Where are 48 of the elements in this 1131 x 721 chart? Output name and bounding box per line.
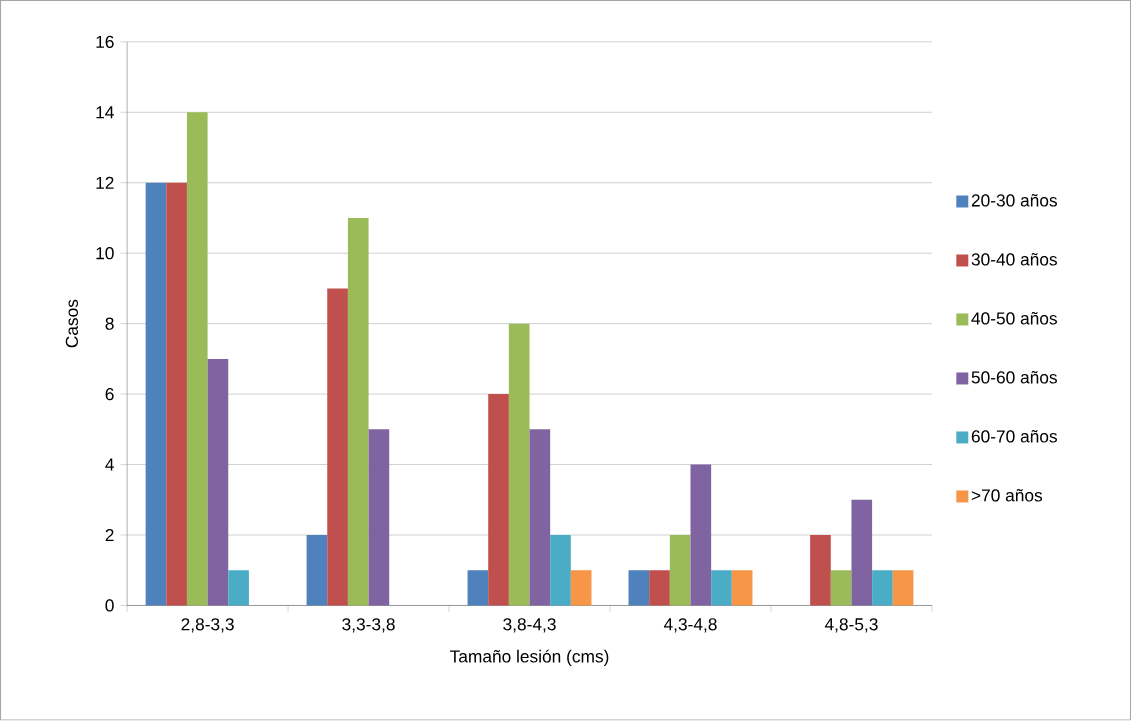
- x-tick-label: 3,3-3,8: [342, 618, 395, 633]
- legend-label: 60-70 años: [971, 430, 1057, 443]
- legend-label: 40-50 años: [971, 312, 1057, 325]
- legend-label: 30-40 años: [971, 253, 1057, 266]
- bar: [529, 429, 551, 606]
- bar: [810, 535, 831, 606]
- bar: [649, 570, 670, 606]
- bar: [186, 112, 208, 606]
- x-tick-label: 4,3-4,8: [663, 618, 717, 633]
- y-tick-label: 10: [96, 247, 114, 260]
- y-tick-label: 6: [105, 388, 114, 401]
- bar: [347, 218, 369, 606]
- legend-label: 20-30 años: [971, 194, 1057, 207]
- bar: [830, 570, 852, 606]
- bar: [570, 570, 592, 606]
- y-tick-label: 4: [105, 458, 114, 471]
- bar: [368, 429, 390, 606]
- legend-label: 50-60 años: [971, 371, 1057, 384]
- y-tick-label: 2: [105, 529, 114, 542]
- bar: [628, 570, 650, 606]
- bar: [488, 394, 509, 606]
- bar: [550, 535, 571, 606]
- bar: [690, 464, 712, 606]
- bar: [207, 359, 229, 606]
- bar: [327, 288, 348, 606]
- bar: [892, 570, 914, 606]
- bar: [669, 535, 691, 606]
- x-tick-label: 3,8-4,3: [503, 618, 556, 633]
- bar: [508, 323, 530, 606]
- bar: [306, 535, 328, 606]
- bar: [228, 570, 249, 606]
- y-tick-label: 8: [105, 317, 114, 330]
- bar: [851, 499, 873, 606]
- x-tick-label: 2,8-3,3: [181, 618, 234, 633]
- y-tick-label: 0: [105, 599, 114, 612]
- y-tick-label: 12: [96, 176, 114, 189]
- y-axis-title: Casos: [65, 299, 79, 348]
- x-axis-title: Tamaño lesión (cms): [450, 649, 609, 667]
- y-tick-label: 14: [96, 106, 114, 119]
- x-tick-label: 4,8-5,3: [824, 618, 878, 633]
- bar: [711, 570, 732, 606]
- bar: [872, 570, 893, 606]
- legend-label: >70 años: [971, 489, 1043, 502]
- bar: [145, 182, 167, 606]
- bar: [731, 570, 753, 606]
- bar: [166, 182, 187, 606]
- bar: [467, 570, 489, 606]
- y-tick-label: 16: [96, 35, 114, 49]
